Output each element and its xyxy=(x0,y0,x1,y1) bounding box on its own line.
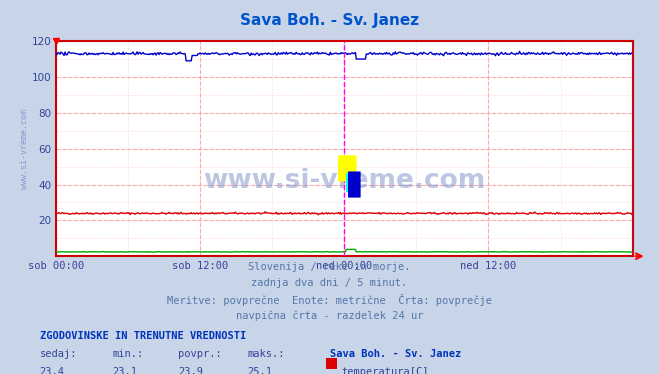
Text: 25,1: 25,1 xyxy=(247,367,272,374)
FancyBboxPatch shape xyxy=(338,155,357,181)
Text: 23,9: 23,9 xyxy=(178,367,203,374)
Text: navpična črta - razdelek 24 ur: navpična črta - razdelek 24 ur xyxy=(236,310,423,321)
Text: ZGODOVINSKE IN TRENUTNE VREDNOSTI: ZGODOVINSKE IN TRENUTNE VREDNOSTI xyxy=(40,331,246,341)
Text: www.si-vreme.com: www.si-vreme.com xyxy=(203,168,486,194)
Text: Sava Boh. - Sv. Janez: Sava Boh. - Sv. Janez xyxy=(240,13,419,28)
Text: 23,1: 23,1 xyxy=(112,367,137,374)
Text: sedaj:: sedaj: xyxy=(40,349,77,359)
Text: Meritve: povprečne  Enote: metrične  Črta: povprečje: Meritve: povprečne Enote: metrične Črta:… xyxy=(167,294,492,306)
Text: Sava Boh. - Sv. Janez: Sava Boh. - Sv. Janez xyxy=(330,349,461,359)
Text: maks.:: maks.: xyxy=(247,349,285,359)
Text: temperatura[C]: temperatura[C] xyxy=(341,367,429,374)
Text: Slovenija / reke in morje.: Slovenija / reke in morje. xyxy=(248,262,411,272)
Text: www.si-vreme.com: www.si-vreme.com xyxy=(20,109,29,188)
Text: povpr.:: povpr.: xyxy=(178,349,221,359)
Text: 23,4: 23,4 xyxy=(40,367,65,374)
FancyBboxPatch shape xyxy=(348,171,360,197)
Text: min.:: min.: xyxy=(112,349,143,359)
Text: zadnja dva dni / 5 minut.: zadnja dva dni / 5 minut. xyxy=(251,278,408,288)
FancyBboxPatch shape xyxy=(346,173,358,192)
